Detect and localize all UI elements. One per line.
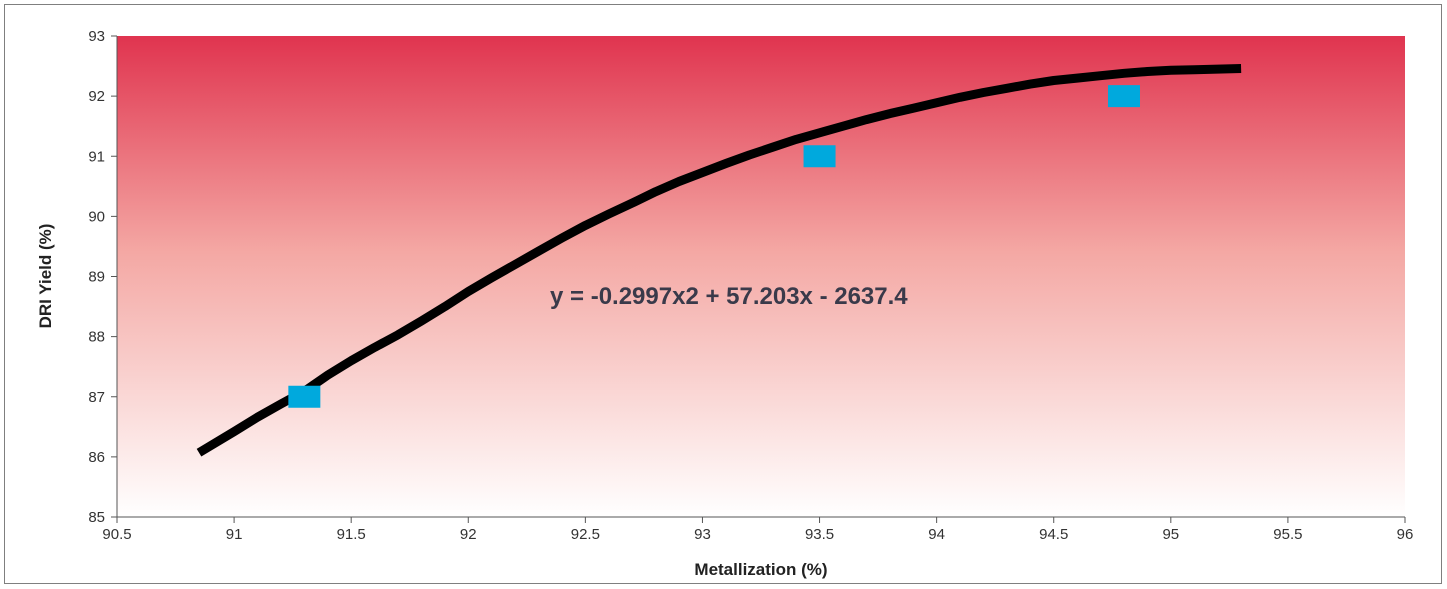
y-tick-label: 92: [88, 88, 105, 105]
y-tick-label: 90: [88, 208, 105, 225]
trendline: [196, 64, 1242, 457]
x-tick-label: 93: [694, 526, 711, 543]
x-tick-label: 96: [1397, 526, 1414, 543]
y-tick-label: 91: [88, 148, 105, 165]
data-point-marker: [803, 145, 836, 168]
data-point-marker: [1107, 85, 1140, 108]
x-axis-title: Metallization (%): [694, 560, 827, 579]
x-tick-label: 90.5: [102, 526, 131, 543]
y-tick-label: 88: [88, 329, 105, 346]
x-tick-label: 95: [1162, 526, 1179, 543]
x-tick-label: 92.5: [571, 526, 600, 543]
trendline-equation: y = -0.2997x2 + 57.203x - 2637.4: [550, 283, 908, 310]
x-tick-label: 94: [928, 526, 945, 543]
x-tick-label: 94.5: [1039, 526, 1068, 543]
plot-area: [117, 36, 1405, 517]
x-tick-label: 95.5: [1273, 526, 1302, 543]
y-tick-label: 87: [88, 389, 105, 406]
y-tick-label: 89: [88, 269, 105, 286]
y-tick-label: 93: [88, 28, 105, 45]
x-tick-label: 93.5: [805, 526, 834, 543]
x-tick-label: 91.5: [337, 526, 366, 543]
y-tick-label: 86: [88, 449, 105, 466]
series-layer: [196, 64, 1242, 457]
data-point-marker: [288, 385, 321, 408]
y-tick-label: 85: [88, 509, 105, 526]
x-axis: 90.5 91 91.5 92 92.5 93 93.5 94 94.5 95 95.5 96: [102, 516, 1414, 543]
y-axis-title: DRI Yield (%): [36, 224, 55, 329]
y-axis: 85 86 87 88 89 90 91 92 93: [88, 28, 118, 526]
x-tick-label: 91: [226, 526, 243, 543]
x-tick-label: 92: [460, 526, 477, 543]
